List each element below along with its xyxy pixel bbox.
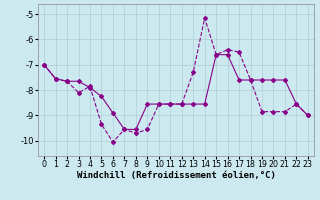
X-axis label: Windchill (Refroidissement éolien,°C): Windchill (Refroidissement éolien,°C)	[76, 171, 276, 180]
